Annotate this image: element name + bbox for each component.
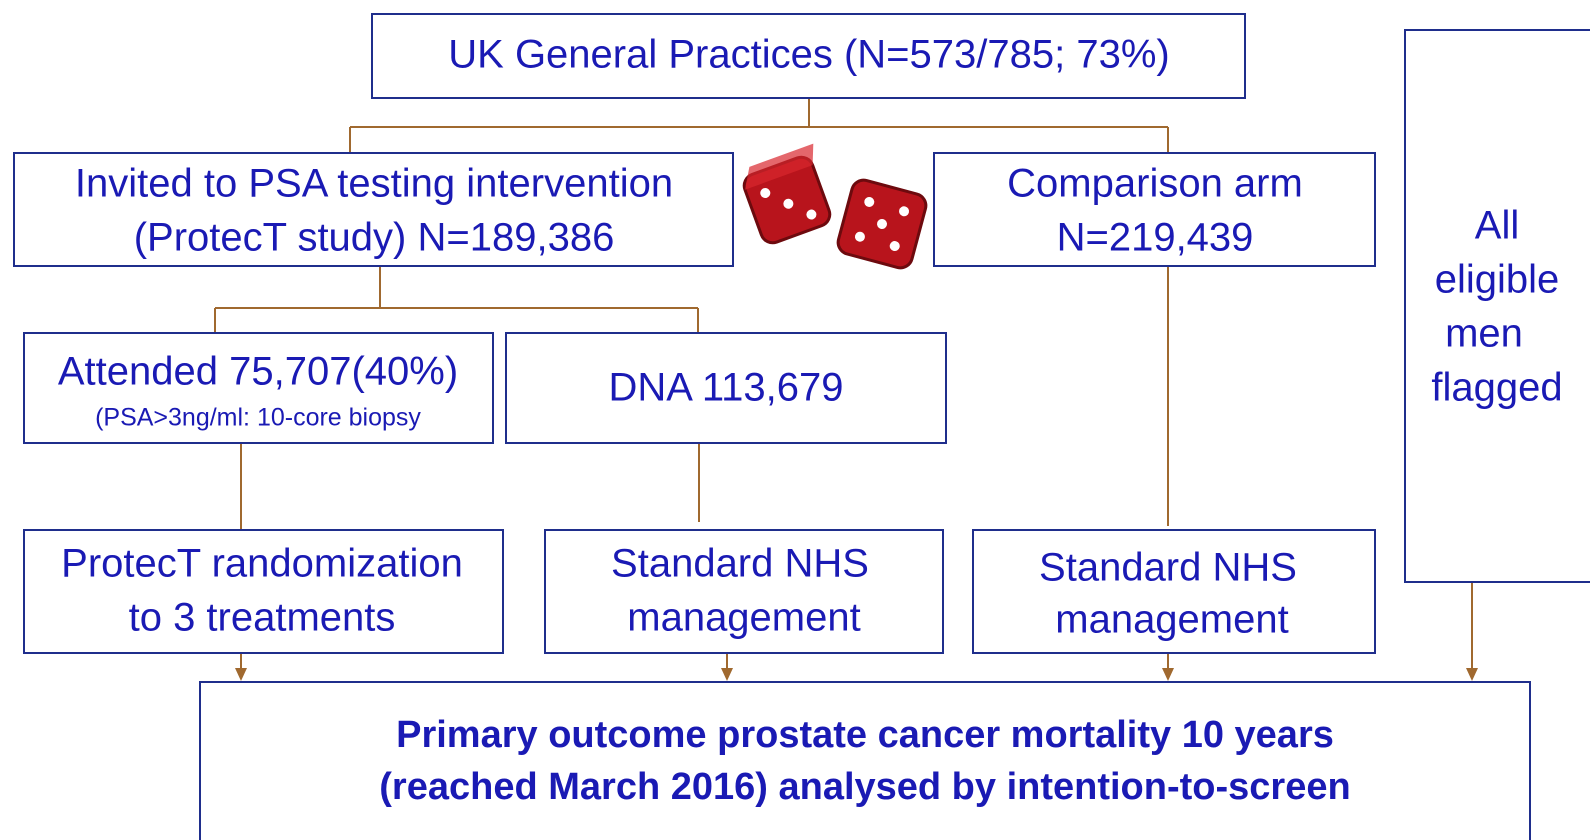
node-text: flagged xyxy=(1431,366,1562,410)
arrowheads xyxy=(235,668,1478,681)
node-text: Primary outcome prostate cancer mortalit… xyxy=(396,714,1334,756)
box xyxy=(1404,29,1590,583)
dice-icon xyxy=(836,178,928,270)
box xyxy=(13,152,734,267)
node-text: management xyxy=(1055,598,1288,642)
box xyxy=(933,152,1376,267)
node-text: Attended 75,707(40%) xyxy=(58,350,458,394)
node-text: Standard NHS xyxy=(1039,546,1297,590)
box xyxy=(544,529,944,654)
node-text: management xyxy=(627,596,860,640)
node-text: (PSA>3ng/ml: 10-core biopsy xyxy=(95,404,421,432)
node-text: men xyxy=(1445,312,1523,356)
box xyxy=(371,13,1246,99)
box xyxy=(199,681,1531,840)
connector xyxy=(214,266,699,333)
node-text: UK General Practices (N=573/785; 73%) xyxy=(448,33,1169,77)
node-text: to 3 treatments xyxy=(129,596,396,640)
box xyxy=(23,332,494,444)
box xyxy=(23,529,504,654)
node-text: All xyxy=(1475,204,1519,248)
connector xyxy=(349,98,1169,153)
dice-icon xyxy=(742,143,832,245)
connector xyxy=(240,582,1473,672)
node-text: (ProtecT study) N=189,386 xyxy=(134,216,615,260)
node-text: (reached March 2016) analysed by intenti… xyxy=(379,766,1350,808)
connectors xyxy=(214,98,1478,681)
node-text: Standard NHS xyxy=(611,542,869,586)
node-text: DNA 113,679 xyxy=(609,366,844,410)
node-text: Invited to PSA testing intervention xyxy=(75,162,673,206)
node-text: N=219,439 xyxy=(1057,216,1254,260)
node-text: eligible xyxy=(1435,258,1560,302)
node-text: Comparison arm xyxy=(1007,162,1303,206)
box xyxy=(972,529,1376,654)
connector xyxy=(240,266,1169,530)
node-text: ProtecT randomization xyxy=(61,542,463,586)
box xyxy=(505,332,947,444)
